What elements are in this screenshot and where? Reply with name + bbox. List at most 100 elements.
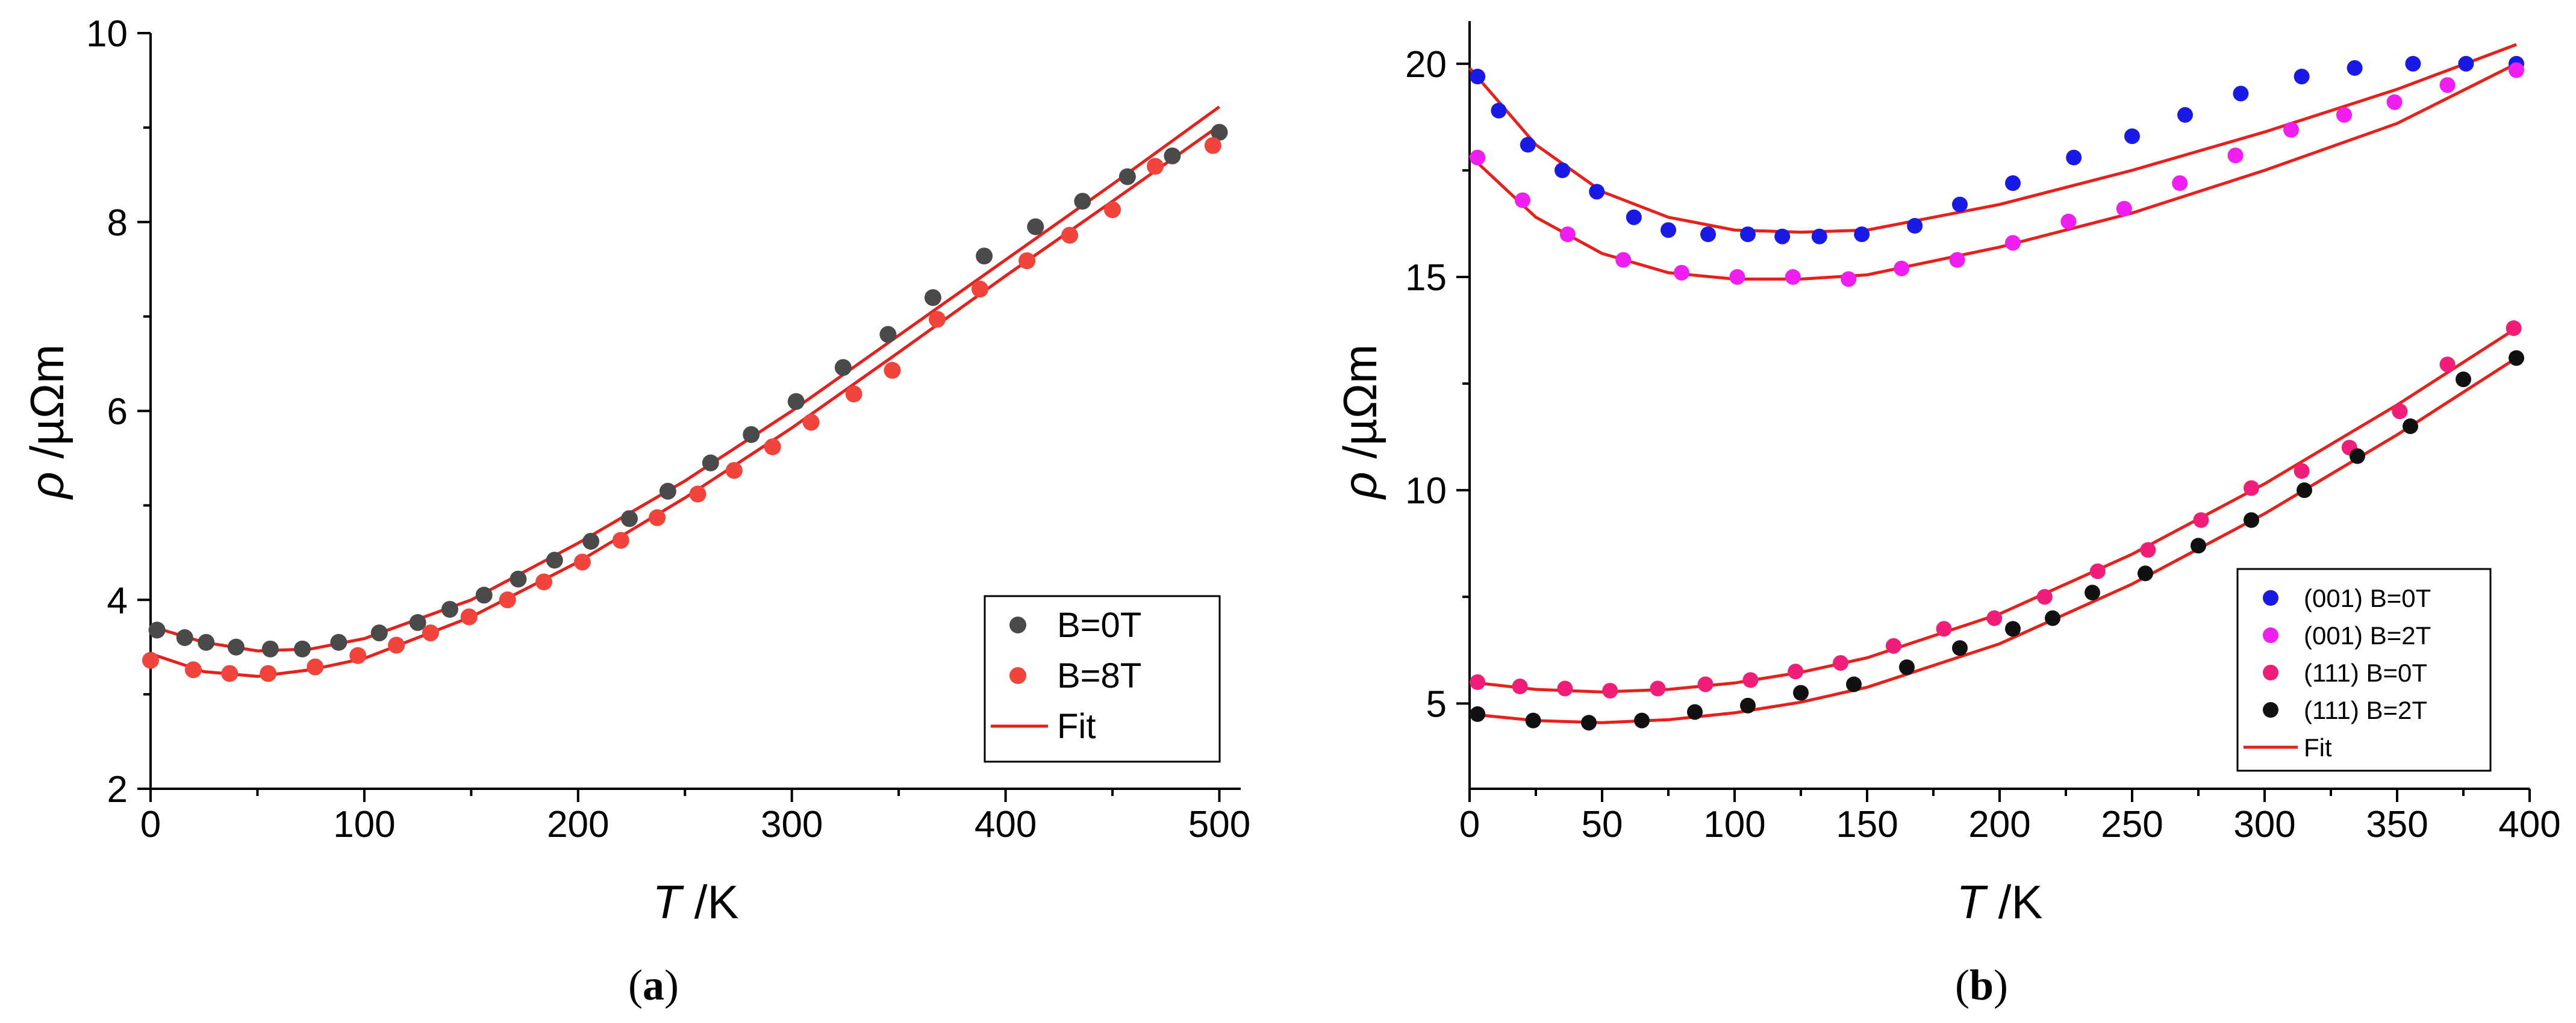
panel-caption: (a) [628,961,679,1009]
data-point [1470,149,1486,166]
panel-a: 0 100 200 300 400 500 2 4 6 8 10 T /K ρ /µΩm (a) B=0T B… [20,13,1250,1009]
legend-marker [1009,667,1026,684]
x-tick-label: 250 [2101,804,2163,845]
data-point [2439,77,2456,93]
data-point [370,624,388,642]
data-point [535,573,553,591]
data-point [499,591,516,609]
data-point [1833,655,1848,671]
data-point [1788,664,1804,680]
data-point [1470,706,1486,723]
data-point [620,510,638,527]
data-point [725,462,743,479]
data-point [787,393,805,410]
data-point [573,553,591,571]
data-point [1470,674,1486,690]
data-point [2005,621,2021,637]
data-point [1204,137,1221,154]
data-point [802,414,820,431]
data-point [1742,672,1759,688]
data-point [176,629,193,646]
data-point [2392,403,2408,420]
data-point [689,485,706,503]
data-point [1949,252,1965,268]
fit-line [150,124,1220,678]
data-point [971,281,989,298]
data-point [884,362,901,379]
legend-label: B=8T [1057,656,1141,695]
data-point [2138,565,2153,582]
data-point [293,640,311,658]
data-point [198,633,215,651]
data-point [221,665,239,682]
x-axis-title: T /K [1956,875,2042,928]
data-point [2177,107,2193,123]
data-point [1687,704,1703,720]
data-point [441,600,458,618]
data-point [2172,175,2188,191]
data-point [1986,610,2003,626]
x-tick-label: 200 [1968,804,2030,845]
panel-b: 0 50 100 150 200 250 300 350 400 5 10 15 20 T /K ρ /µΩ… [1333,21,2561,1009]
x-tick-label: 150 [1836,804,1898,845]
data-point [2336,107,2352,123]
data-point [1512,679,1528,694]
legend-label: (111) B=2T [2304,696,2427,724]
legend-label: (001) B=0T [2304,584,2431,612]
data-point [1650,680,1666,697]
data-point [929,311,946,328]
data-point [2350,448,2365,464]
data-point [1740,697,1756,714]
y-tick-label: 2 [107,769,128,810]
data-point [1774,228,1791,244]
data-point [582,532,600,550]
data-point [1793,685,1809,701]
fit-line [150,105,1220,653]
data-point [388,636,405,654]
data-point [2509,62,2524,78]
data-point [2297,482,2312,499]
data-point [2227,148,2244,164]
data-point [2066,149,2082,166]
data-point [2060,213,2077,229]
x-tick-label: 100 [1703,804,1765,845]
legend-box [2236,568,2492,772]
legend-marker [2263,702,2278,718]
data-point [307,658,324,676]
data-point [1615,252,1632,268]
data-point [2140,542,2156,558]
data-point [475,586,493,604]
data-point [409,614,426,631]
legend-marker [2263,665,2278,680]
data-point [2244,512,2259,528]
data-point [1147,158,1164,175]
data-point [510,570,527,588]
data-point [2458,55,2474,72]
y-tick-label: 10 [1405,470,1447,512]
y-tick-label: 4 [107,580,128,621]
y-tick-label: 8 [107,202,128,244]
data-point [1661,222,1676,238]
data-point [1886,638,1901,654]
data-point [1520,137,1536,153]
data-point [1491,102,1507,119]
data-point [1164,147,1181,164]
data-point [1907,218,1923,234]
legend-label: Fit [2304,733,2332,762]
x-tick-label: 100 [333,804,395,845]
legend-marker [2263,590,2278,606]
y-tick-label: 5 [1426,683,1447,725]
y-axis-title: ρ /µΩm [20,344,73,500]
data-point [2191,538,2206,554]
data-point [2045,610,2060,626]
data-point [1846,676,1862,692]
data-point [702,454,719,471]
y-tick-label: 6 [107,391,128,433]
data-point [1697,676,1714,692]
data-point [1626,209,1642,225]
data-point [546,552,563,569]
data-point [1729,269,1745,285]
data-point [148,621,166,639]
x-tick-label: 50 [1582,804,1623,845]
data-point [743,426,760,443]
